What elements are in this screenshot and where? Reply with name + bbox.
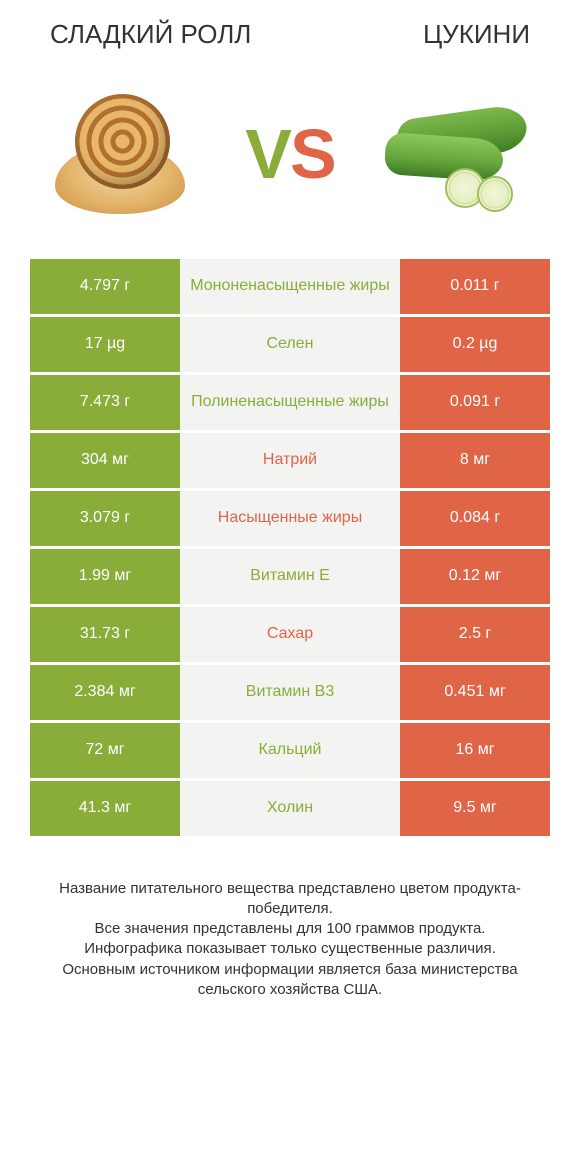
table-row: 304 мгНатрий8 мг (30, 433, 550, 491)
cell-nutrient-label: Насыщенные жиры (180, 491, 400, 546)
cell-nutrient-label: Витамин E (180, 549, 400, 604)
cell-nutrient-label: Холин (180, 781, 400, 836)
cell-left-value: 2.384 мг (30, 665, 180, 720)
cell-left-value: 31.73 г (30, 607, 180, 662)
cell-right-value: 0.12 мг (400, 549, 550, 604)
cell-nutrient-label: Натрий (180, 433, 400, 488)
cell-nutrient-label: Полиненасыщенные жиры (180, 375, 400, 430)
cell-nutrient-label: Кальций (180, 723, 400, 778)
cell-left-value: 1.99 мг (30, 549, 180, 604)
vs-s: S (290, 115, 335, 193)
table-row: 4.797 гМононенасыщенные жиры0.011 г (30, 259, 550, 317)
cell-nutrient-label: Мононенасыщенные жиры (180, 259, 400, 314)
cell-right-value: 0.091 г (400, 375, 550, 430)
roll-icon (50, 94, 190, 214)
table-row: 31.73 гСахар2.5 г (30, 607, 550, 665)
hero-row: VS (0, 59, 580, 259)
cell-right-value: 0.2 µg (400, 317, 550, 372)
cell-left-value: 304 мг (30, 433, 180, 488)
cell-nutrient-label: Селен (180, 317, 400, 372)
cell-right-value: 16 мг (400, 723, 550, 778)
cell-left-value: 41.3 мг (30, 781, 180, 836)
cell-left-value: 7.473 г (30, 375, 180, 430)
zucchini-icon (385, 94, 535, 214)
cell-right-value: 2.5 г (400, 607, 550, 662)
cell-right-value: 0.084 г (400, 491, 550, 546)
cell-right-value: 0.011 г (400, 259, 550, 314)
footer-line: Основным источником информации является … (28, 960, 552, 1001)
cell-left-value: 3.079 г (30, 491, 180, 546)
cell-right-value: 8 мг (400, 433, 550, 488)
vs-label: VS (245, 114, 334, 194)
table-row: 1.99 мгВитамин E0.12 мг (30, 549, 550, 607)
table-row: 7.473 гПолиненасыщенные жиры0.091 г (30, 375, 550, 433)
food-image-left (40, 74, 200, 234)
table-row: 41.3 мгХолин9.5 мг (30, 781, 550, 839)
footer-line: Все значения представлены для 100 граммо… (28, 919, 552, 939)
vs-v: V (245, 115, 290, 193)
table-row: 3.079 гНасыщенные жиры0.084 г (30, 491, 550, 549)
title-left: СЛАДКИЙ РОЛЛ (40, 20, 290, 49)
cell-right-value: 0.451 мг (400, 665, 550, 720)
cell-nutrient-label: Сахар (180, 607, 400, 662)
table-row: 17 µgСелен0.2 µg (30, 317, 550, 375)
nutrient-table: 4.797 гМононенасыщенные жиры0.011 г17 µg… (30, 259, 550, 839)
footer-notes: Название питательного вещества представл… (0, 839, 580, 1001)
cell-left-value: 72 мг (30, 723, 180, 778)
title-right: ЦУКИНИ (290, 20, 540, 49)
table-row: 72 мгКальций16 мг (30, 723, 550, 781)
footer-line: Инфографика показывает только существенн… (28, 939, 552, 959)
cell-nutrient-label: Витамин B3 (180, 665, 400, 720)
header: СЛАДКИЙ РОЛЛ ЦУКИНИ (0, 0, 580, 59)
footer-line: Название питательного вещества представл… (28, 879, 552, 920)
table-row: 2.384 мгВитамин B30.451 мг (30, 665, 550, 723)
food-image-right (380, 74, 540, 234)
cell-left-value: 17 µg (30, 317, 180, 372)
cell-right-value: 9.5 мг (400, 781, 550, 836)
cell-left-value: 4.797 г (30, 259, 180, 314)
